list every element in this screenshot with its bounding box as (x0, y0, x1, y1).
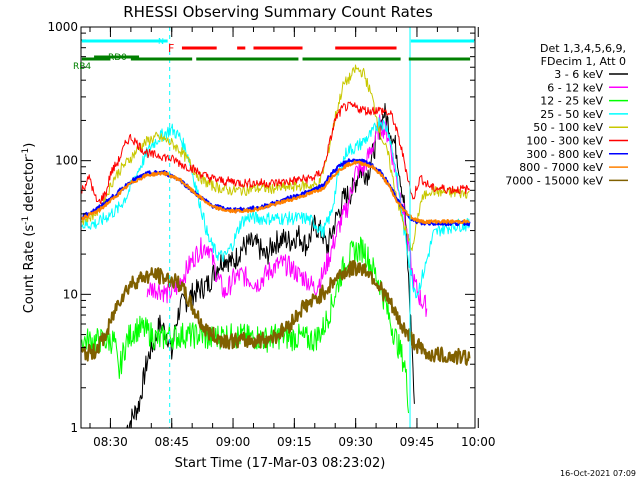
legend-label: 25 - 50 keV (540, 108, 603, 121)
x-tick-label: 08:45 (154, 435, 189, 449)
x-tick-label: 10:00 (461, 435, 496, 449)
flag-label-rd0: RD0 (108, 53, 127, 63)
footer-timestamp: 16-Oct-2021 07:09 (560, 469, 636, 478)
legend-header-line: Det 1,3,4,5,6,9, (540, 42, 626, 55)
y-tick-label: 10 (63, 287, 78, 301)
legend-header-line: FDecim 1, Att 0 (541, 55, 626, 68)
plot-frame (80, 26, 476, 429)
plot-area (81, 27, 471, 428)
axis-ticks: 1 10 100 1000 08:30 08:45 09:00 09:15 09:30 09:45… (47, 20, 495, 449)
legend-label: 100 - 300 keV (526, 135, 603, 148)
x-axis-label: Start Time (17-Mar-03 08:23:02) (175, 456, 386, 471)
legend-label: 800 - 7000 keV (519, 161, 603, 174)
x-tick-label: 08:30 (93, 435, 128, 449)
y-tick-label: 1000 (47, 20, 78, 34)
x-tick-label: 09:45 (400, 435, 435, 449)
legend-label: 50 - 100 keV (533, 121, 603, 134)
flag-label-n: N (158, 37, 164, 46)
plot-border (80, 26, 476, 429)
y-tick-label: 1 (70, 421, 78, 435)
chart-title: RHESSI Observing Summary Count Rates (123, 3, 433, 21)
y-tick-label: 100 (55, 154, 78, 168)
series-line-8 (81, 160, 470, 225)
legend: Det 1,3,4,5,6,9,FDecim 1, Att 03 - 6 keV… (505, 42, 628, 187)
flag-label-f: F (168, 42, 174, 55)
legend-label: 3 - 6 keV (554, 68, 603, 81)
legend-label: 6 - 12 keV (547, 81, 603, 94)
series-line-5 (81, 64, 470, 252)
x-tick-label: 09:00 (216, 435, 251, 449)
x-tick-label: 09:15 (277, 435, 312, 449)
y-axis-label: Count Rate (s-1 detector-1) (21, 143, 37, 314)
x-tick-label: 09:30 (338, 435, 373, 449)
series-line-9 (81, 259, 471, 366)
flag-label-rb4: RB4 (73, 62, 91, 72)
series-line-6 (81, 101, 470, 204)
legend-label: 7000 - 15000 keV (505, 174, 603, 187)
legend-label: 300 - 800 keV (526, 148, 603, 161)
legend-label: 12 - 25 keV (540, 95, 603, 108)
